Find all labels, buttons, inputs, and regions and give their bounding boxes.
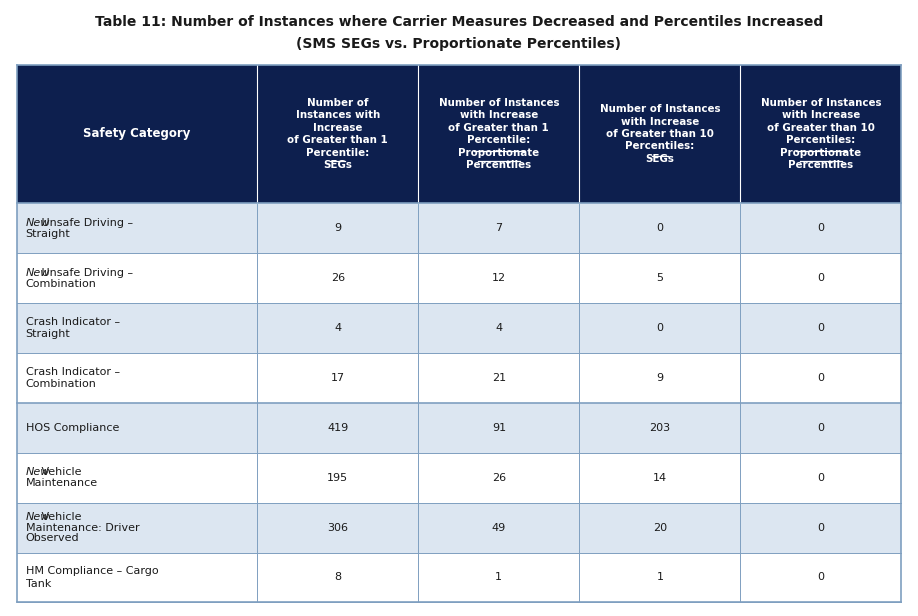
- Text: Vehicle: Vehicle: [39, 468, 82, 477]
- Text: New: New: [26, 218, 50, 228]
- Text: 0: 0: [817, 273, 824, 283]
- Text: 306: 306: [327, 522, 348, 533]
- Text: 203: 203: [649, 423, 670, 433]
- Text: Crash Indicator –
Combination: Crash Indicator – Combination: [26, 367, 120, 389]
- Bar: [17, 553, 901, 602]
- Text: 0: 0: [817, 472, 824, 483]
- Text: New: New: [26, 468, 50, 477]
- Text: Crash Indicator –
Straight: Crash Indicator – Straight: [26, 317, 120, 339]
- Bar: [17, 65, 901, 203]
- Bar: [17, 303, 901, 353]
- Text: 17: 17: [330, 373, 345, 383]
- Text: 8: 8: [334, 572, 341, 583]
- Text: 4: 4: [334, 323, 341, 333]
- Text: 9: 9: [656, 373, 664, 383]
- Text: 1: 1: [656, 572, 664, 583]
- Text: 0: 0: [817, 223, 824, 233]
- Text: 0: 0: [656, 323, 664, 333]
- Text: 12: 12: [492, 273, 506, 283]
- Text: 195: 195: [327, 472, 348, 483]
- Text: 0: 0: [817, 373, 824, 383]
- Bar: [17, 503, 901, 553]
- Text: HOS Compliance: HOS Compliance: [26, 423, 119, 433]
- Text: Number of Instances
with Increase
of Greater than 1
Percentile:
Proportionate
Pe: Number of Instances with Increase of Gre…: [439, 98, 559, 170]
- Text: Combination: Combination: [26, 278, 96, 288]
- Text: 91: 91: [492, 423, 506, 433]
- Text: 26: 26: [330, 273, 345, 283]
- Bar: [17, 353, 901, 403]
- Text: New: New: [26, 268, 50, 278]
- Bar: [17, 453, 901, 503]
- Bar: [17, 203, 901, 253]
- Text: HM Compliance – Cargo
Tank: HM Compliance – Cargo Tank: [26, 566, 158, 589]
- Text: 0: 0: [817, 323, 824, 333]
- Text: 5: 5: [656, 273, 664, 283]
- Text: Number of Instances
with Increase
of Greater than 10
Percentiles:
SEGs: Number of Instances with Increase of Gre…: [599, 104, 720, 164]
- Text: 1: 1: [496, 572, 502, 583]
- Text: 7: 7: [495, 223, 502, 233]
- Text: 0: 0: [817, 522, 824, 533]
- Text: Maintenance: Maintenance: [26, 478, 98, 488]
- Text: Vehicle: Vehicle: [39, 512, 82, 522]
- Text: 14: 14: [653, 472, 667, 483]
- Bar: [17, 253, 901, 303]
- Text: New: New: [26, 512, 50, 522]
- Text: 4: 4: [495, 323, 502, 333]
- Text: Safety Category: Safety Category: [84, 128, 191, 140]
- Text: Maintenance: Driver: Maintenance: Driver: [26, 522, 140, 533]
- Text: 21: 21: [492, 373, 506, 383]
- Text: 20: 20: [653, 522, 667, 533]
- Text: Unsafe Driving –: Unsafe Driving –: [39, 268, 133, 278]
- Text: (SMS SEGs vs. Proportionate Percentiles): (SMS SEGs vs. Proportionate Percentiles): [297, 37, 621, 51]
- Text: 0: 0: [817, 423, 824, 433]
- Bar: [17, 403, 901, 453]
- Text: Number of
Instances with
Increase
of Greater than 1
Percentile:
SEGs: Number of Instances with Increase of Gre…: [287, 98, 388, 170]
- Text: Table 11: Number of Instances where Carrier Measures Decreased and Percentiles I: Table 11: Number of Instances where Carr…: [95, 15, 823, 30]
- Text: Unsafe Driving –: Unsafe Driving –: [39, 218, 133, 228]
- Text: 419: 419: [327, 423, 349, 433]
- Text: 0: 0: [817, 572, 824, 583]
- Text: Number of Instances
with Increase
of Greater than 10
Percentiles:
Proportionate
: Number of Instances with Increase of Gre…: [761, 98, 881, 170]
- Text: 26: 26: [492, 472, 506, 483]
- Text: Observed: Observed: [26, 533, 79, 543]
- Text: 9: 9: [334, 223, 341, 233]
- Text: Straight: Straight: [26, 229, 71, 238]
- Text: 0: 0: [656, 223, 664, 233]
- Text: 49: 49: [492, 522, 506, 533]
